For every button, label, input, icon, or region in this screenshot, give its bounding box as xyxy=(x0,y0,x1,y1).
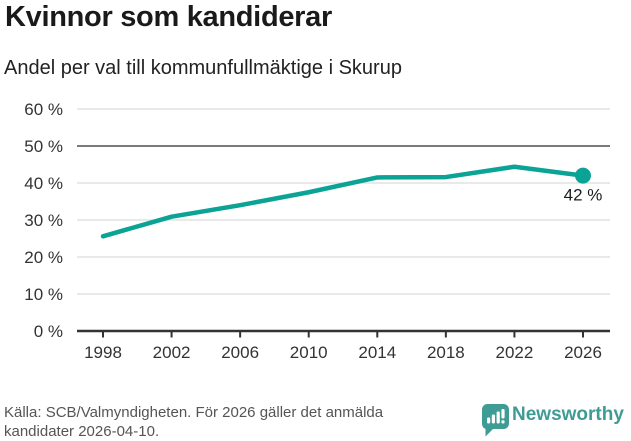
exclamation-bar xyxy=(501,409,505,419)
y-axis-label: 50 % xyxy=(24,137,63,156)
bar-1 xyxy=(487,417,491,424)
y-axis-label: 20 % xyxy=(24,248,63,267)
exclamation-dot xyxy=(501,420,505,424)
brand-name: Newsworthy xyxy=(512,404,624,425)
x-axis-label: 2026 xyxy=(564,343,602,362)
y-axis-label: 60 % xyxy=(24,100,63,119)
data-line xyxy=(100,164,586,239)
brand-logo: Newsworthy xyxy=(481,403,624,437)
end-point-marker xyxy=(575,167,591,184)
y-axis-label: 30 % xyxy=(24,211,63,230)
line-chart: 0 % 10 % 20 % 30 % 40 % 50 % 60 % 1998 2002 2006 2… xyxy=(24,100,610,362)
bar-3 xyxy=(496,411,500,424)
x-axis-label: 2022 xyxy=(496,343,534,362)
newsworthy-bar-chart-bubble-icon xyxy=(481,404,509,437)
x-axis-label: 2018 xyxy=(427,343,465,362)
x-axis-label: 2006 xyxy=(221,343,259,362)
x-axis-label: 2002 xyxy=(153,343,191,362)
bar-2 xyxy=(491,414,495,424)
chart-subtitle: Andel per val till kommunfullmäktige i S… xyxy=(4,57,402,79)
source-note: Källa: SCB/Valmyndigheten. För 2026 gäll… xyxy=(4,404,384,440)
y-axis-label: 10 % xyxy=(24,285,63,304)
y-axis-label: 40 % xyxy=(24,174,63,193)
speech-bubble-shape xyxy=(481,404,509,437)
x-axis-label: 2010 xyxy=(290,343,328,362)
x-axis-label: 1998 xyxy=(84,343,122,362)
x-axis-label: 2014 xyxy=(358,343,396,362)
end-value-label: 42 % xyxy=(564,186,603,205)
page-title: Kvinnor som kandiderar xyxy=(5,1,332,33)
y-axis-label: 0 % xyxy=(34,322,63,341)
